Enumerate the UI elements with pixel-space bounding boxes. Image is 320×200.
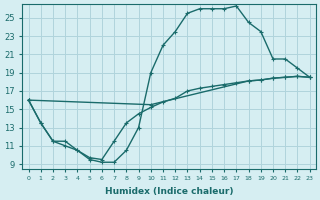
X-axis label: Humidex (Indice chaleur): Humidex (Indice chaleur) bbox=[105, 187, 233, 196]
